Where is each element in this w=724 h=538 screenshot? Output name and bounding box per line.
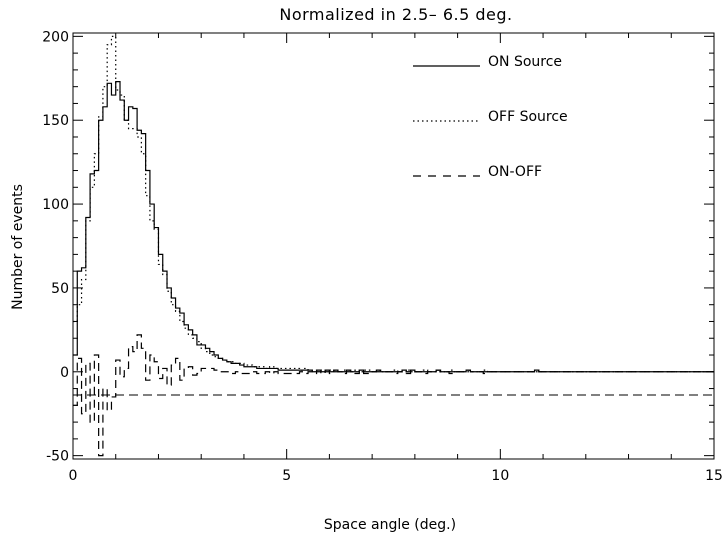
y-tick-label: 100 [42, 197, 69, 213]
y-tick-label: 0 [60, 365, 69, 381]
x-tick-label: 5 [282, 468, 291, 484]
y-tick-label: 50 [51, 281, 69, 297]
x-tick-label: 10 [491, 468, 509, 484]
y-tick-label: 150 [42, 113, 69, 129]
series-off-source [73, 35, 714, 373]
legend-label-on-source: ON Source [488, 54, 562, 70]
legend-label-off-source: OFF Source [488, 109, 568, 125]
legend: ON Source OFF Source ON-OFF [413, 54, 568, 180]
series-on-off [73, 334, 714, 457]
y-tick-label: 200 [42, 29, 69, 45]
chart-title: Normalized in 2.5– 6.5 deg. [279, 5, 512, 24]
y-tick-label: -50 [46, 449, 69, 465]
plot-frame [72, 32, 715, 460]
legend-label-on-off: ON-OFF [488, 164, 542, 180]
x-tick-label: 15 [705, 468, 723, 484]
x-tick-label: 0 [69, 468, 78, 484]
y-axis-label: Number of events [10, 184, 26, 310]
series-layer [73, 35, 714, 457]
x-axis-label: Space angle (deg.) [324, 517, 456, 533]
series-on-source [73, 81, 714, 373]
